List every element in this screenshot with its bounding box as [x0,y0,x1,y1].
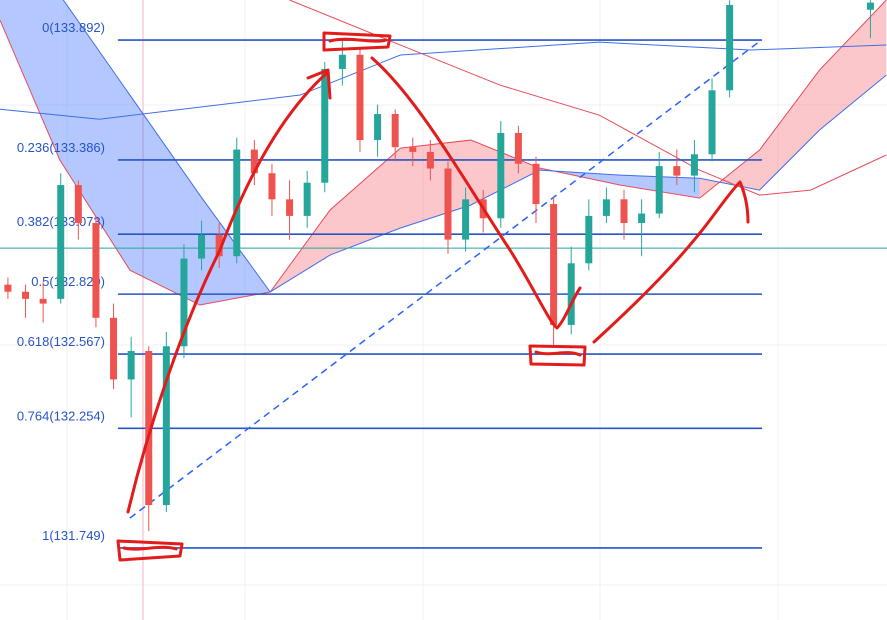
fib-level-label: 1(131.749) [42,528,105,543]
cloud-span-b [62,0,887,293]
indicator-line [0,41,887,120]
candle-body [426,151,434,169]
candle-body [497,132,505,219]
candle-body [602,199,610,216]
cloud-span-a [0,0,887,306]
candle-body [585,215,593,264]
candle-body [655,166,663,214]
annotations [116,31,750,562]
candle-body [708,90,716,155]
candle-body [198,234,206,259]
candle-body [127,351,135,380]
candle-body [690,154,698,176]
cloud-fill [470,140,540,206]
candle-body [303,182,311,216]
cloud-fill [0,0,60,160]
candle-body [233,149,241,257]
candle-body [4,284,12,292]
cloud-fill [330,148,401,256]
candle-body [57,185,65,299]
candle-body [250,149,258,174]
candle-body [338,54,346,69]
fib-level-label: 0.618(132.567) [17,334,105,349]
fib-level-label: 0.5(132.820) [31,274,105,289]
cloud-fill [129,95,200,306]
candle-body [110,317,118,380]
indicator-line [289,0,887,196]
cloud-fill [400,140,471,228]
plot: 0(133.892)0.236(133.386)0.382(133.073)0.… [0,0,887,549]
fib-level-label: 0(133.892) [42,20,105,35]
candle-body [145,351,153,506]
candle-body [162,346,170,506]
scribble-box [322,31,392,52]
cloud-fill [819,0,887,131]
candle-body [726,4,734,91]
candle-body [215,234,223,257]
candle-body [391,113,399,148]
candle-body [374,113,382,141]
candle-body [74,185,82,224]
candle-body [22,291,30,299]
candle-body [321,68,329,183]
arrow [126,68,332,514]
cloud-fill [759,70,820,191]
candle-body [409,147,417,152]
arrow [370,56,582,330]
candle-body [92,223,100,318]
candle-body [268,173,276,200]
candle-body [550,204,558,325]
arrow [592,180,750,344]
candle-body [39,298,47,304]
candle-body [286,199,294,216]
candle-body [638,213,646,224]
candle-body [180,258,188,347]
candle-body [356,54,364,141]
candle-body [532,163,540,205]
cloud-fill [59,0,130,271]
candle-body [462,199,470,240]
candle-body [673,166,681,176]
fib-level-label: 0.764(132.254) [17,408,105,423]
candle-body [567,263,575,325]
scribble-box [528,344,587,367]
candle-body [514,132,522,164]
scribble-box [116,539,184,562]
candle-body [866,2,874,10]
candle-body [620,199,628,224]
fib-level-label: 0.236(133.386) [17,140,105,155]
candle-body [444,168,452,240]
